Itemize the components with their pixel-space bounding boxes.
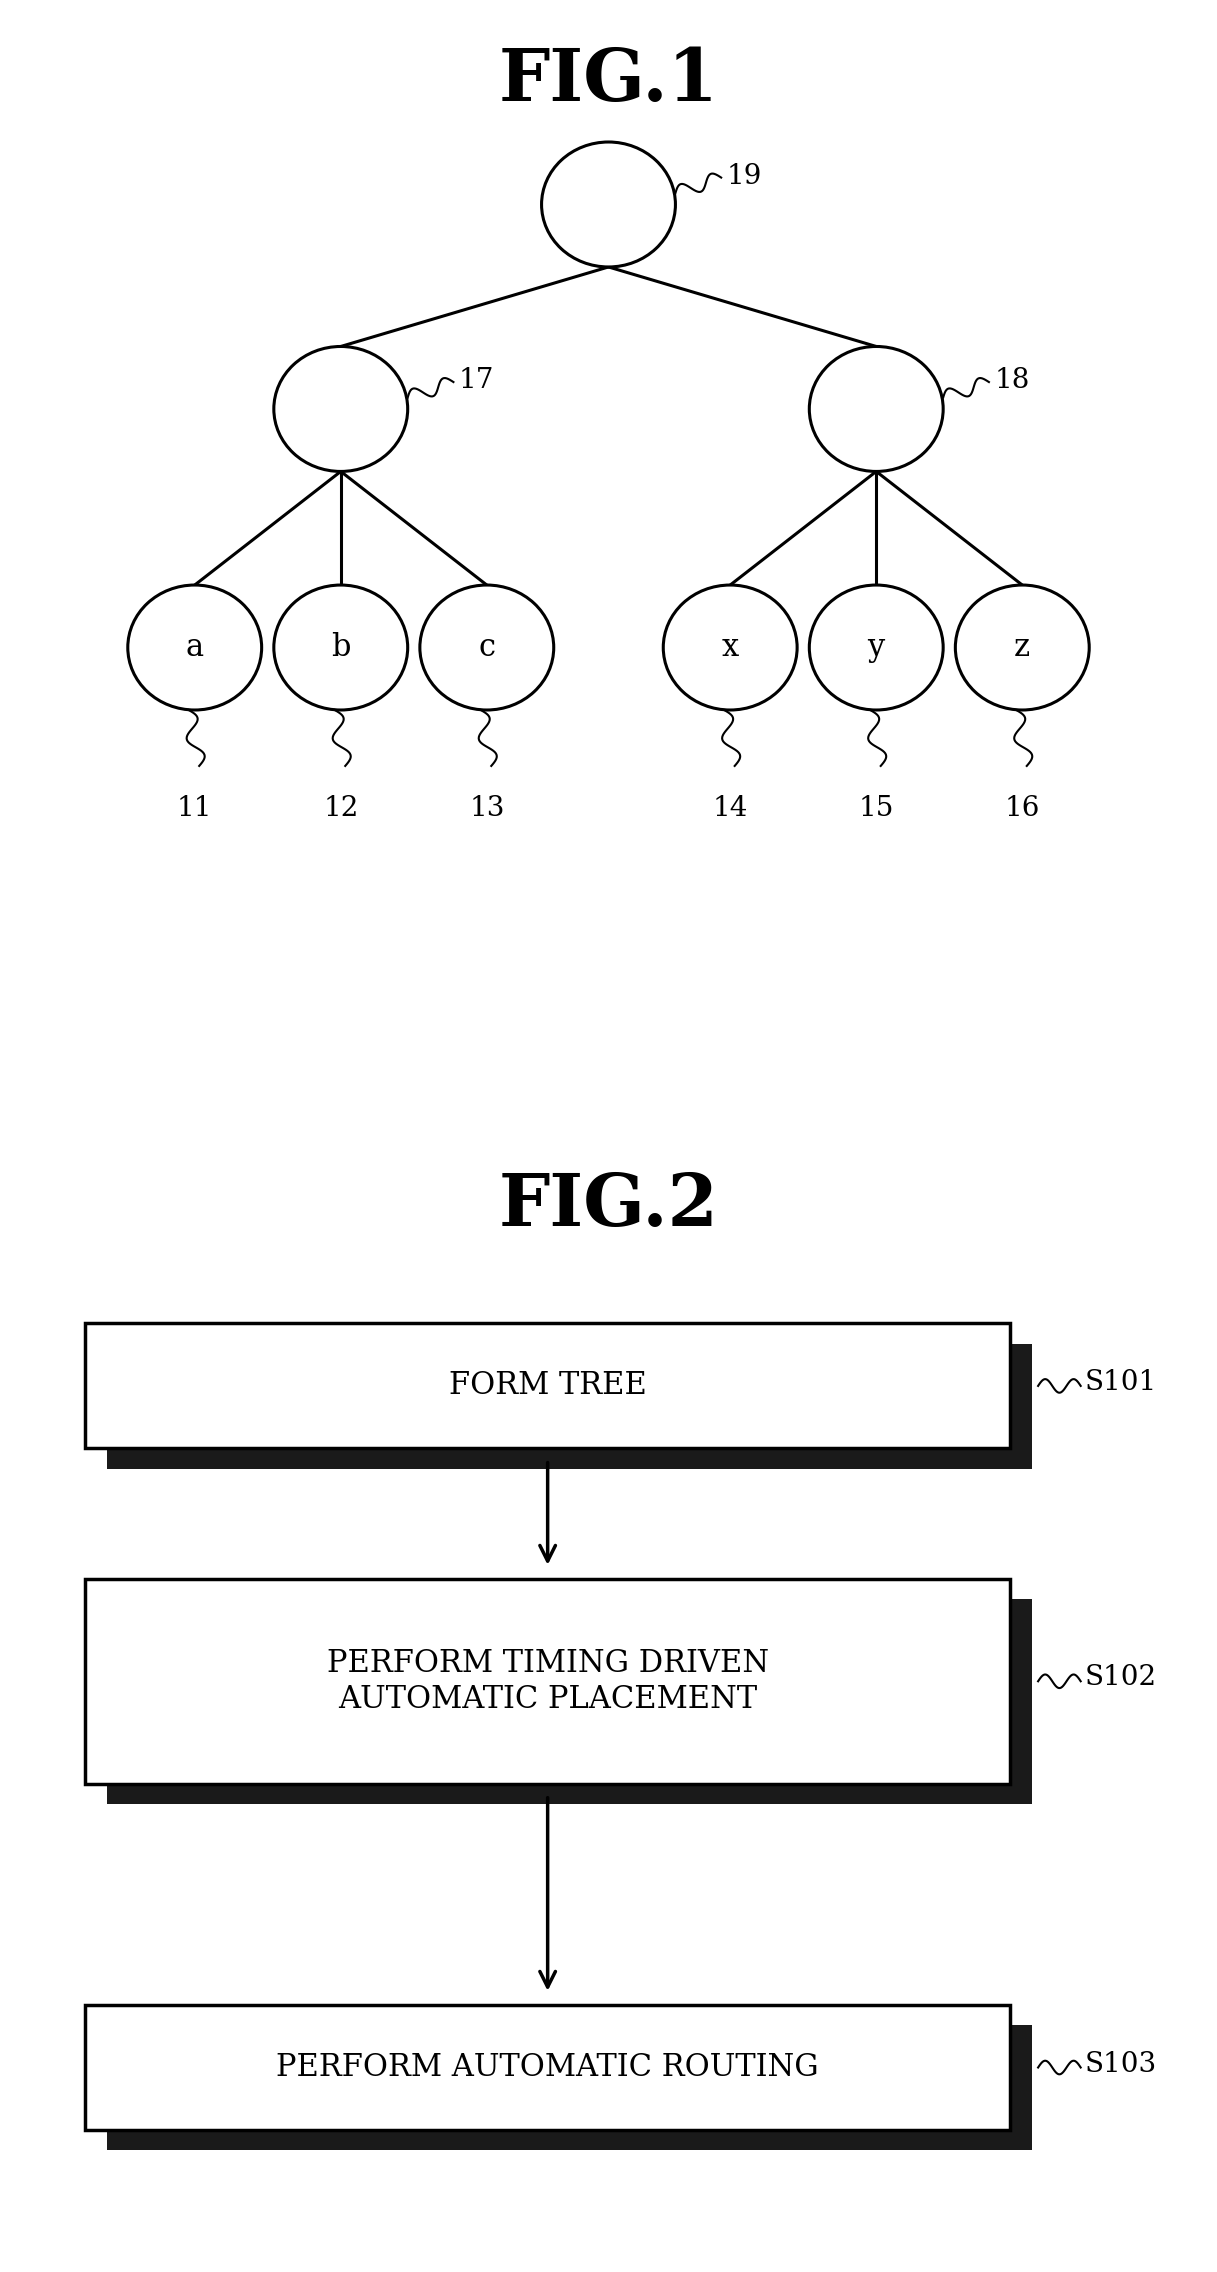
Text: 13: 13 (469, 795, 505, 822)
Text: FIG.1: FIG.1 (499, 45, 718, 116)
Text: FORM TREE: FORM TREE (449, 1370, 646, 1402)
Ellipse shape (663, 584, 797, 709)
Text: y: y (868, 632, 885, 663)
Bar (85, 1579, 1010, 1784)
Ellipse shape (809, 345, 943, 473)
Ellipse shape (809, 584, 943, 709)
Text: 12: 12 (323, 795, 359, 822)
Bar (107, 2027, 1032, 2149)
Text: x: x (722, 632, 739, 663)
Text: S101: S101 (1084, 1370, 1156, 1395)
Text: a: a (186, 632, 203, 663)
Text: 15: 15 (858, 795, 894, 822)
Text: 14: 14 (712, 795, 748, 822)
Ellipse shape (128, 584, 262, 709)
Text: S102: S102 (1084, 1665, 1156, 1690)
Text: c: c (478, 632, 495, 663)
Text: FIG.2: FIG.2 (499, 1170, 718, 1241)
Ellipse shape (542, 141, 675, 268)
Text: 16: 16 (1004, 795, 1041, 822)
Ellipse shape (274, 584, 408, 709)
Ellipse shape (955, 584, 1089, 709)
Ellipse shape (420, 584, 554, 709)
Text: 19: 19 (727, 164, 762, 189)
Bar (107, 1599, 1032, 1804)
Text: S103: S103 (1084, 2052, 1156, 2077)
Text: 18: 18 (994, 368, 1030, 393)
Bar (85, 1322, 1010, 1450)
Text: PERFORM TIMING DRIVEN
AUTOMATIC PLACEMENT: PERFORM TIMING DRIVEN AUTOMATIC PLACEMEN… (326, 1647, 769, 1715)
Text: 11: 11 (176, 795, 213, 822)
Text: z: z (1014, 632, 1031, 663)
Ellipse shape (274, 345, 408, 473)
Bar (85, 2006, 1010, 2131)
Text: PERFORM AUTOMATIC ROUTING: PERFORM AUTOMATIC ROUTING (276, 2052, 819, 2083)
Text: 17: 17 (459, 368, 494, 393)
Bar (107, 1345, 1032, 1470)
Text: b: b (331, 632, 350, 663)
